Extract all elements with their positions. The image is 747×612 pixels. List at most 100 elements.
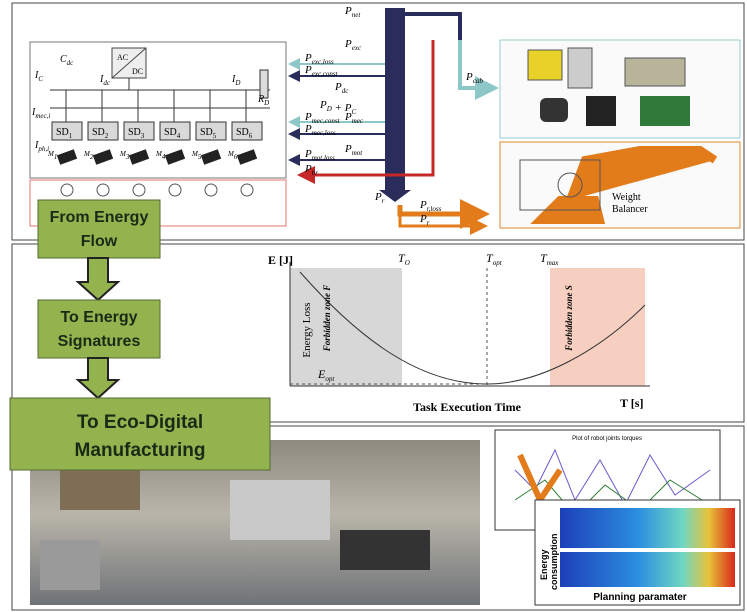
label-sub: mec,const [312, 117, 341, 125]
heatmap-y-label: Energy [539, 549, 549, 580]
circuit-label: ID [231, 74, 240, 87]
label-sub: br [312, 169, 319, 177]
flow-label: Pexc,const [304, 64, 339, 78]
label-main: R [257, 94, 264, 105]
factory-shape [60, 470, 140, 510]
pc-icon [568, 48, 592, 88]
label-sub: opt [493, 259, 503, 267]
plot-title: Plot of robot joints torques [572, 436, 642, 442]
stage-label: Signatures [58, 333, 141, 350]
label-sub: 1 [54, 153, 58, 161]
circuit-label: Imec,i [31, 107, 50, 120]
label-sub: 2 [105, 132, 109, 140]
label-sub: 3 [125, 153, 130, 161]
label-main: SD [164, 127, 177, 138]
x-axis-label: T [s] [620, 396, 643, 410]
stage-label: Flow [81, 233, 118, 250]
stage-label: From Energy [50, 209, 149, 226]
figure: PnetPexcPexc,lossPexc,constPcabPdcPD + P… [0, 0, 747, 612]
heatmap-x-label: Planning paramater [593, 592, 686, 603]
flow-label: Pbr [304, 163, 318, 177]
y-title: Energy Loss [301, 302, 313, 357]
flow-label: Pr,loss [419, 199, 442, 213]
label-main: SD [56, 127, 69, 138]
main-flow [379, 8, 411, 202]
joint-icon [205, 184, 217, 196]
branch [405, 14, 460, 40]
stage-label: Manufacturing [75, 440, 206, 461]
joint-icon [61, 184, 73, 196]
stage-arrow [78, 258, 118, 300]
label-sub: mot [352, 149, 364, 157]
robot-flow [400, 205, 485, 214]
controller-icon [625, 58, 685, 86]
y-axis-label: E [J] [268, 253, 293, 267]
label-sub: 6 [234, 153, 238, 161]
label-sub: r [382, 197, 385, 205]
motor-label: M4 [155, 150, 166, 161]
label-sub: exc,loss [312, 58, 334, 66]
label-sub: dc [67, 59, 75, 67]
motor [201, 149, 221, 165]
pendant-icon [540, 98, 568, 122]
balancer-label: Weight [612, 192, 641, 203]
heatmap [560, 552, 735, 587]
label-main: SD [236, 127, 249, 138]
label-sub: D [263, 99, 269, 107]
label-sub: opt [325, 375, 335, 383]
heatmap [560, 508, 735, 548]
zone-label: Forbidden zone F [322, 285, 332, 353]
label-sub: 6 [249, 132, 253, 140]
motor [93, 149, 113, 165]
label-sub: O [405, 259, 410, 267]
balancer-label: Balancer [612, 204, 648, 215]
joint-icon [241, 184, 253, 196]
factory-shape [340, 530, 430, 570]
circuit-label: Iph,i [34, 140, 49, 153]
motor [129, 149, 149, 165]
label-sub: 1 [69, 132, 73, 140]
label-sub: C [351, 108, 356, 116]
label-sub: exc,const [312, 70, 339, 78]
zone-label: Forbidden zone S [564, 285, 574, 352]
label-main: SD [128, 127, 141, 138]
label-sub: D [234, 79, 240, 87]
joint-icon [97, 184, 109, 196]
label-sub: dc [342, 87, 350, 95]
label-main: E [268, 253, 276, 267]
label-sub: exc [352, 44, 362, 52]
flow-label: Pmot [344, 143, 363, 157]
motor-label: M1 [47, 150, 57, 161]
fan-icon [586, 96, 616, 126]
converter-label: DC [132, 67, 143, 76]
converter-label: AC [117, 53, 128, 62]
label-sub: C [38, 75, 43, 83]
label-main: SD [92, 127, 105, 138]
label-sub: mot,loss [312, 154, 335, 162]
label-sub: cab [473, 77, 484, 85]
heatmap-y-label: consumption [549, 534, 559, 591]
signature-mark: Tmax [540, 251, 559, 267]
label-sub: mec,loss [312, 129, 336, 137]
circuit-label: Idc [99, 74, 111, 87]
stage-arrow [78, 358, 118, 398]
flow-label: Pcab [465, 71, 483, 85]
motor [57, 149, 77, 165]
label-sub: 4 [177, 132, 181, 140]
joint-icon [133, 184, 145, 196]
label-sub: 5 [213, 132, 217, 140]
signature-mark: Topt [486, 251, 503, 267]
flow-label: Pmot,loss [304, 148, 335, 162]
flow-label: Pmec,loss [304, 123, 336, 137]
circuit-label: IC [34, 70, 43, 83]
motor [237, 149, 257, 165]
label-sub: r [427, 219, 430, 227]
label-main: SD [200, 127, 213, 138]
label-sub: dc [103, 79, 111, 87]
label-sub: 4 [162, 153, 166, 161]
label-sub: 5 [198, 153, 202, 161]
flow-label: Pdc [334, 81, 349, 95]
label-sub: r,loss [427, 205, 442, 213]
label-sub: 2 [90, 153, 94, 161]
circuit-label: Cdc [60, 54, 74, 67]
